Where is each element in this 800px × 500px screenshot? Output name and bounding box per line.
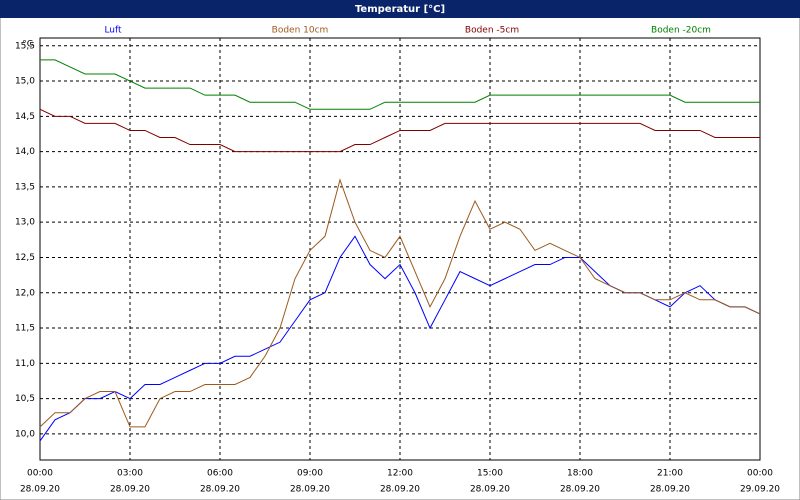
x-tick-date: 28.09.20 [110,485,150,495]
x-tick-label: 18:00 [567,469,593,479]
x-tick-date: 28.09.20 [380,485,420,495]
y-tick-label: 14,5 [15,112,35,122]
chart-title: Temperatur [°C] [355,4,445,15]
x-tick-date: 28.09.20 [200,485,240,495]
x-tick-date: 28.09.20 [650,485,690,495]
x-tick-date: 28.09.20 [20,485,60,495]
x-tick-date: 29.09.20 [740,485,780,495]
y-tick-label: 10,0 [15,429,35,439]
x-tick-date: 28.09.20 [560,485,600,495]
y-tick-label: 10,5 [15,394,35,404]
x-tick-label: 03:00 [117,469,143,479]
y-unit: °C [22,40,33,50]
legend-entry: Boden -5cm [465,26,519,36]
y-tick-label: 11,0 [15,359,35,369]
series-line [39,108,760,153]
y-tick-label: 12,5 [15,253,35,263]
legend-entry: Luft [104,26,122,36]
x-tick-date: 28.09.20 [470,485,510,495]
legend-entry: Boden 10cm [272,26,329,36]
x-tick-date: 28.09.20 [290,485,330,495]
x-tick-label: 00:00 [27,469,53,479]
x-tick-label: 06:00 [207,469,233,479]
x-tick-label: 15:00 [477,469,503,479]
y-tick-label: 13,0 [15,218,35,228]
y-tick-label: 12,0 [15,288,35,298]
y-tick-label: 15,0 [15,77,35,87]
y-tick-label: 11,5 [15,324,35,334]
y-tick-label: 14,0 [15,147,35,157]
series-line [39,178,761,428]
y-tick-label: 13,5 [15,182,35,192]
x-tick-label: 09:00 [297,469,323,479]
y-tick-label: 15,5 [15,41,35,51]
x-tick-label: 12:00 [387,469,413,479]
x-tick-label: 21:00 [657,469,683,479]
legend-entry: Boden -20cm [651,26,711,36]
x-tick-label: 00:00 [747,469,773,479]
title-bar [0,0,800,18]
series-line [40,59,760,110]
